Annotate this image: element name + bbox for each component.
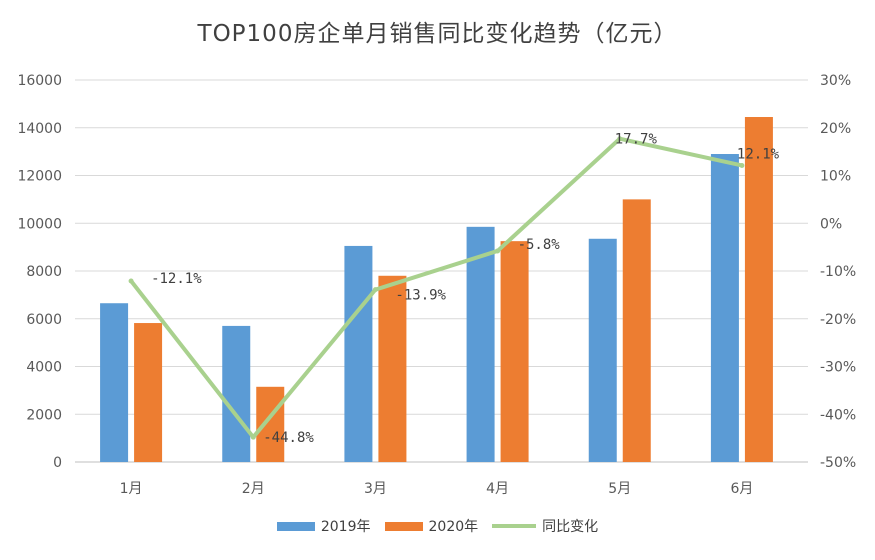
y-right-tick-label: -10% [820, 264, 856, 280]
chart-title: TOP100房企单月销售同比变化趋势（亿元） [197, 21, 678, 47]
bar-2020年-5月 [622, 199, 651, 462]
bar-2019年-5月 [588, 238, 617, 462]
y-right-tick-label: 30% [820, 73, 851, 89]
bar-2020年-4月 [500, 241, 529, 462]
y-left-tick-label: 6000 [26, 312, 62, 328]
y-right-tick-label: -40% [820, 407, 856, 423]
x-tick-label: 6月 [730, 481, 753, 497]
y-right-tick-label: -30% [820, 360, 856, 376]
legend-label-2019: 2019年 [320, 519, 371, 535]
chart-plot: 0 2000 4000 6000 8000 10000 12000 14000 16000 -50… [17, 73, 856, 497]
y-right-tick-label: 0% [820, 216, 842, 232]
legend-item-yoy: 同比变化 [492, 516, 598, 536]
chart-legend: 2019年 2020年 同比变化 [0, 516, 875, 536]
bar-2019年-3月 [344, 245, 373, 462]
data-label-yoy: -13.9% [395, 288, 446, 304]
bar-2019年-1月 [100, 303, 129, 462]
y-left-tick-label: 14000 [17, 121, 62, 137]
legend-item-2020: 2020年 [384, 516, 479, 536]
y-left-tick-label: 8000 [26, 264, 62, 280]
legend-swatch-2020 [384, 521, 423, 531]
y-right-tick-label: 20% [820, 121, 851, 137]
line-point-yoy [128, 278, 134, 284]
y-left-tick-label: 0 [53, 455, 62, 471]
line-yoy-change [129, 136, 744, 440]
bar-2020年-3月 [378, 275, 407, 462]
legend-swatch-yoy [492, 524, 537, 528]
data-label-yoy: 17.7% [615, 132, 658, 148]
y-left-tick-label: 10000 [17, 216, 62, 232]
line-point-yoy [617, 136, 623, 142]
x-tick-label: 3月 [364, 481, 387, 497]
data-label-yoy: 12.1% [737, 146, 780, 162]
data-label-yoy: -44.8% [263, 430, 314, 446]
y-left-tick-label: 12000 [17, 169, 62, 185]
bar-2020年-6月 [744, 117, 773, 462]
data-label-yoy: -5.8% [518, 237, 561, 253]
data-label-yoy: -12.1% [151, 271, 202, 287]
legend-item-2019: 2019年 [276, 516, 371, 536]
legend-label-yoy: 同比变化 [542, 519, 599, 535]
line-point-yoy [250, 434, 256, 440]
x-tick-label: 1月 [120, 481, 143, 497]
y-left-tick-label: 2000 [26, 407, 62, 423]
line-point-yoy [739, 162, 745, 168]
y-left-tick-label: 16000 [17, 73, 62, 89]
bar-2019年-6月 [710, 154, 739, 462]
y-left-tick-label: 4000 [26, 360, 62, 376]
bar-2019年-4月 [466, 226, 495, 462]
y-right-tick-label: -50% [820, 455, 856, 471]
legend-swatch-2019 [276, 521, 315, 531]
y-right-tick-label: 10% [820, 169, 851, 185]
y-right-tick-label: -20% [820, 312, 856, 328]
bar-2020年-1月 [134, 323, 163, 462]
x-tick-label: 5月 [608, 481, 631, 497]
line-point-yoy [372, 287, 378, 293]
x-tick-label: 4月 [486, 481, 509, 497]
bar-2019年-2月 [222, 325, 251, 462]
line-point-yoy [495, 248, 501, 254]
x-tick-label: 2月 [242, 481, 265, 497]
bar-2020年-2月 [256, 386, 285, 462]
legend-label-2020: 2020年 [428, 519, 479, 535]
